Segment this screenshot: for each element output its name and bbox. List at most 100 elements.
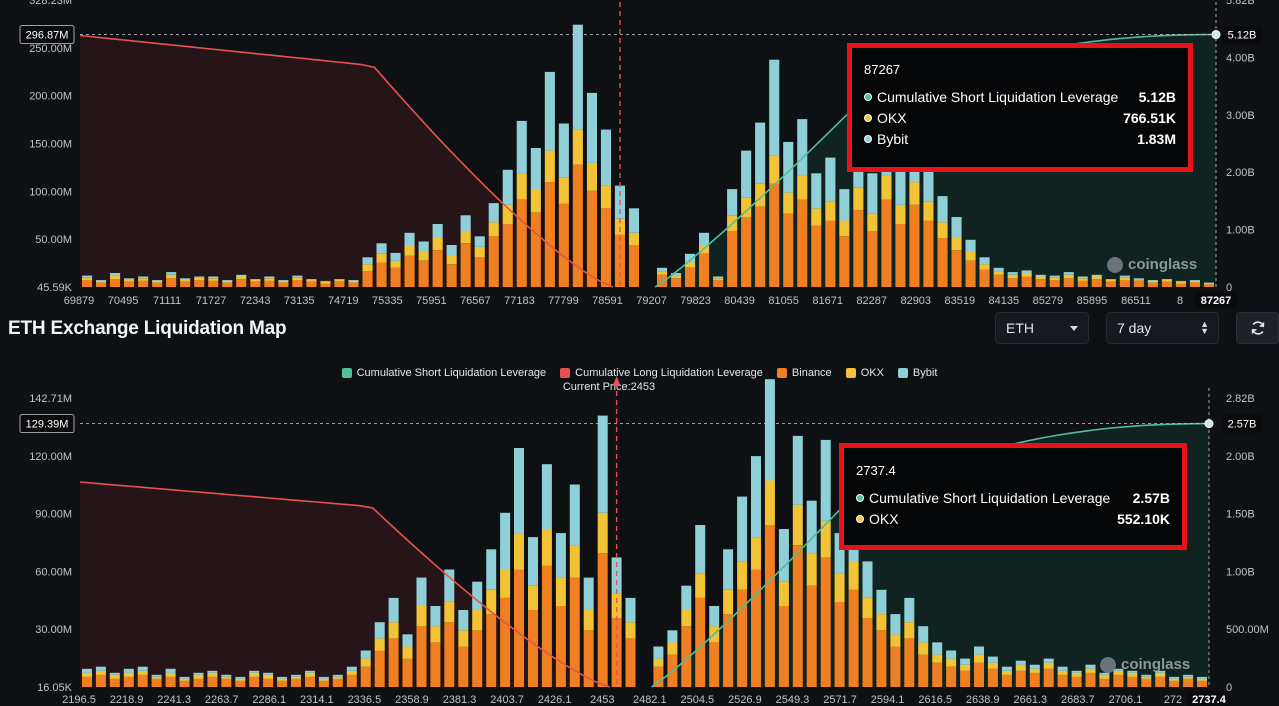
- binance-bar: [695, 597, 706, 687]
- bybit-bar: [755, 122, 766, 184]
- bybit-bar: [530, 148, 541, 190]
- bybit-bar: [222, 280, 233, 281]
- tooltip-top: 87267 Cumulative Short Liquidation Lever…: [847, 43, 1193, 172]
- range-select[interactable]: 7 day ▲ ▼: [1106, 312, 1219, 344]
- crosshair-point: [1204, 419, 1214, 429]
- okx-bar: [110, 275, 121, 280]
- crosshair-right-tag: [1222, 25, 1262, 44]
- bybit-bar: [165, 668, 176, 673]
- x-tick-label: 76567: [460, 295, 491, 307]
- okx-bar: [207, 672, 218, 677]
- binance-bar: [723, 614, 734, 687]
- binance-bar: [890, 646, 901, 687]
- bybit-bar: [811, 173, 822, 209]
- binance-bar: [909, 204, 920, 287]
- asset-select[interactable]: ETH: [995, 312, 1089, 344]
- bybit-bar: [1189, 280, 1200, 281]
- bybit-bar: [362, 257, 373, 265]
- tooltip-row-label: Cumulative Short Liquidation Leverage: [877, 88, 1119, 105]
- okx-bar: [137, 670, 148, 675]
- section-header: ETH Exchange Liquidation Map ETH 7 day ▲…: [0, 310, 1279, 360]
- bybit-bar: [488, 203, 499, 223]
- current-price-arrow-icon: [612, 376, 621, 386]
- bybit-bar: [597, 415, 608, 513]
- legend-item-short[interactable]: Cumulative Short Liquidation Leverage: [341, 365, 546, 381]
- okx-bar: [951, 238, 962, 251]
- okx-bar: [1127, 672, 1138, 677]
- x-tick-label: 82287: [856, 295, 887, 307]
- bybit-bar: [235, 676, 246, 679]
- bybit-bar: [1119, 275, 1130, 278]
- binance-bar: [1105, 281, 1116, 287]
- bybit-bar: [180, 278, 191, 280]
- okx-bar: [1049, 277, 1060, 280]
- okx-bar: [1169, 678, 1180, 681]
- okx-bar: [778, 581, 789, 606]
- x-tick-label: 2263.7: [205, 694, 239, 706]
- bybit-bar: [723, 549, 734, 590]
- x-tick-label: 2314.1: [300, 694, 334, 706]
- okx-bar: [458, 630, 469, 647]
- binance-bar: [430, 642, 441, 687]
- okx-bar: [235, 678, 246, 681]
- y-right-tick-label: 4.00B: [1226, 52, 1255, 64]
- okx-bar: [418, 252, 429, 261]
- bybit-bar: [583, 577, 594, 610]
- tooltip-row: Cumulative Short Liquidation Leverage 5.…: [864, 86, 1176, 107]
- okx-bar: [96, 280, 107, 283]
- legend-label-bybit: Bybit: [912, 367, 938, 379]
- legend-label-okx: OKX: [860, 367, 884, 379]
- okx-bar: [881, 175, 892, 200]
- okx-bar: [446, 255, 457, 265]
- legend-item-okx[interactable]: OKX: [845, 365, 884, 381]
- okx-bar: [488, 222, 499, 237]
- legend-item-long[interactable]: Cumulative Long Liquidation Leverage: [560, 365, 763, 381]
- okx-bar: [600, 185, 611, 209]
- binance-bar: [1169, 680, 1180, 687]
- bybit-bar: [137, 666, 148, 671]
- okx-bar: [657, 271, 668, 275]
- binance-bar: [124, 281, 135, 287]
- binance-bar: [264, 280, 275, 287]
- okx-bar: [937, 222, 948, 238]
- okx-bar: [572, 129, 583, 165]
- okx-bar: [82, 672, 92, 677]
- long-area: [80, 35, 613, 287]
- binance-bar: [222, 282, 233, 287]
- okx-bar: [291, 676, 301, 679]
- bybit-bar: [432, 224, 443, 238]
- bybit-bar: [1175, 280, 1186, 282]
- x-tick-label: 71111: [153, 295, 181, 307]
- okx-bar: [755, 183, 766, 207]
- okx-bar: [432, 238, 443, 251]
- bybit-bar: [1133, 278, 1144, 280]
- chart-legend: Cumulative Short Liquidation Leverage Cu…: [0, 365, 1279, 381]
- okx-bar: [472, 610, 483, 631]
- tooltip-row-label: Bybit: [877, 130, 909, 147]
- okx-bar: [152, 280, 163, 283]
- bybit-bar: [751, 456, 761, 538]
- binance-bar: [569, 577, 580, 687]
- okx-bar: [221, 676, 232, 679]
- binance-bar: [1141, 678, 1152, 687]
- legend-item-bybit[interactable]: Bybit: [897, 365, 938, 381]
- legend-item-binance[interactable]: Binance: [776, 365, 832, 381]
- okx-bar: [360, 658, 371, 667]
- bybit-bar: [334, 279, 345, 280]
- okx-bar: [586, 162, 597, 191]
- bybit-bar: [862, 561, 873, 598]
- bybit-bar: [783, 141, 794, 193]
- bybit-bar: [825, 157, 836, 202]
- y-right-tick-label: 0: [1226, 682, 1232, 694]
- binance-bar: [151, 678, 162, 687]
- okx-bar: [306, 280, 317, 282]
- refresh-button[interactable]: [1236, 312, 1279, 344]
- binance-bar: [236, 279, 247, 287]
- bybit-bar: [1043, 658, 1054, 663]
- bybit-bar: [1071, 670, 1082, 673]
- okx-bar: [681, 610, 692, 627]
- okx-bar: [1021, 273, 1032, 277]
- okx-bar: [1183, 676, 1194, 679]
- binance-bar: [987, 668, 998, 687]
- binance-bar: [769, 183, 780, 287]
